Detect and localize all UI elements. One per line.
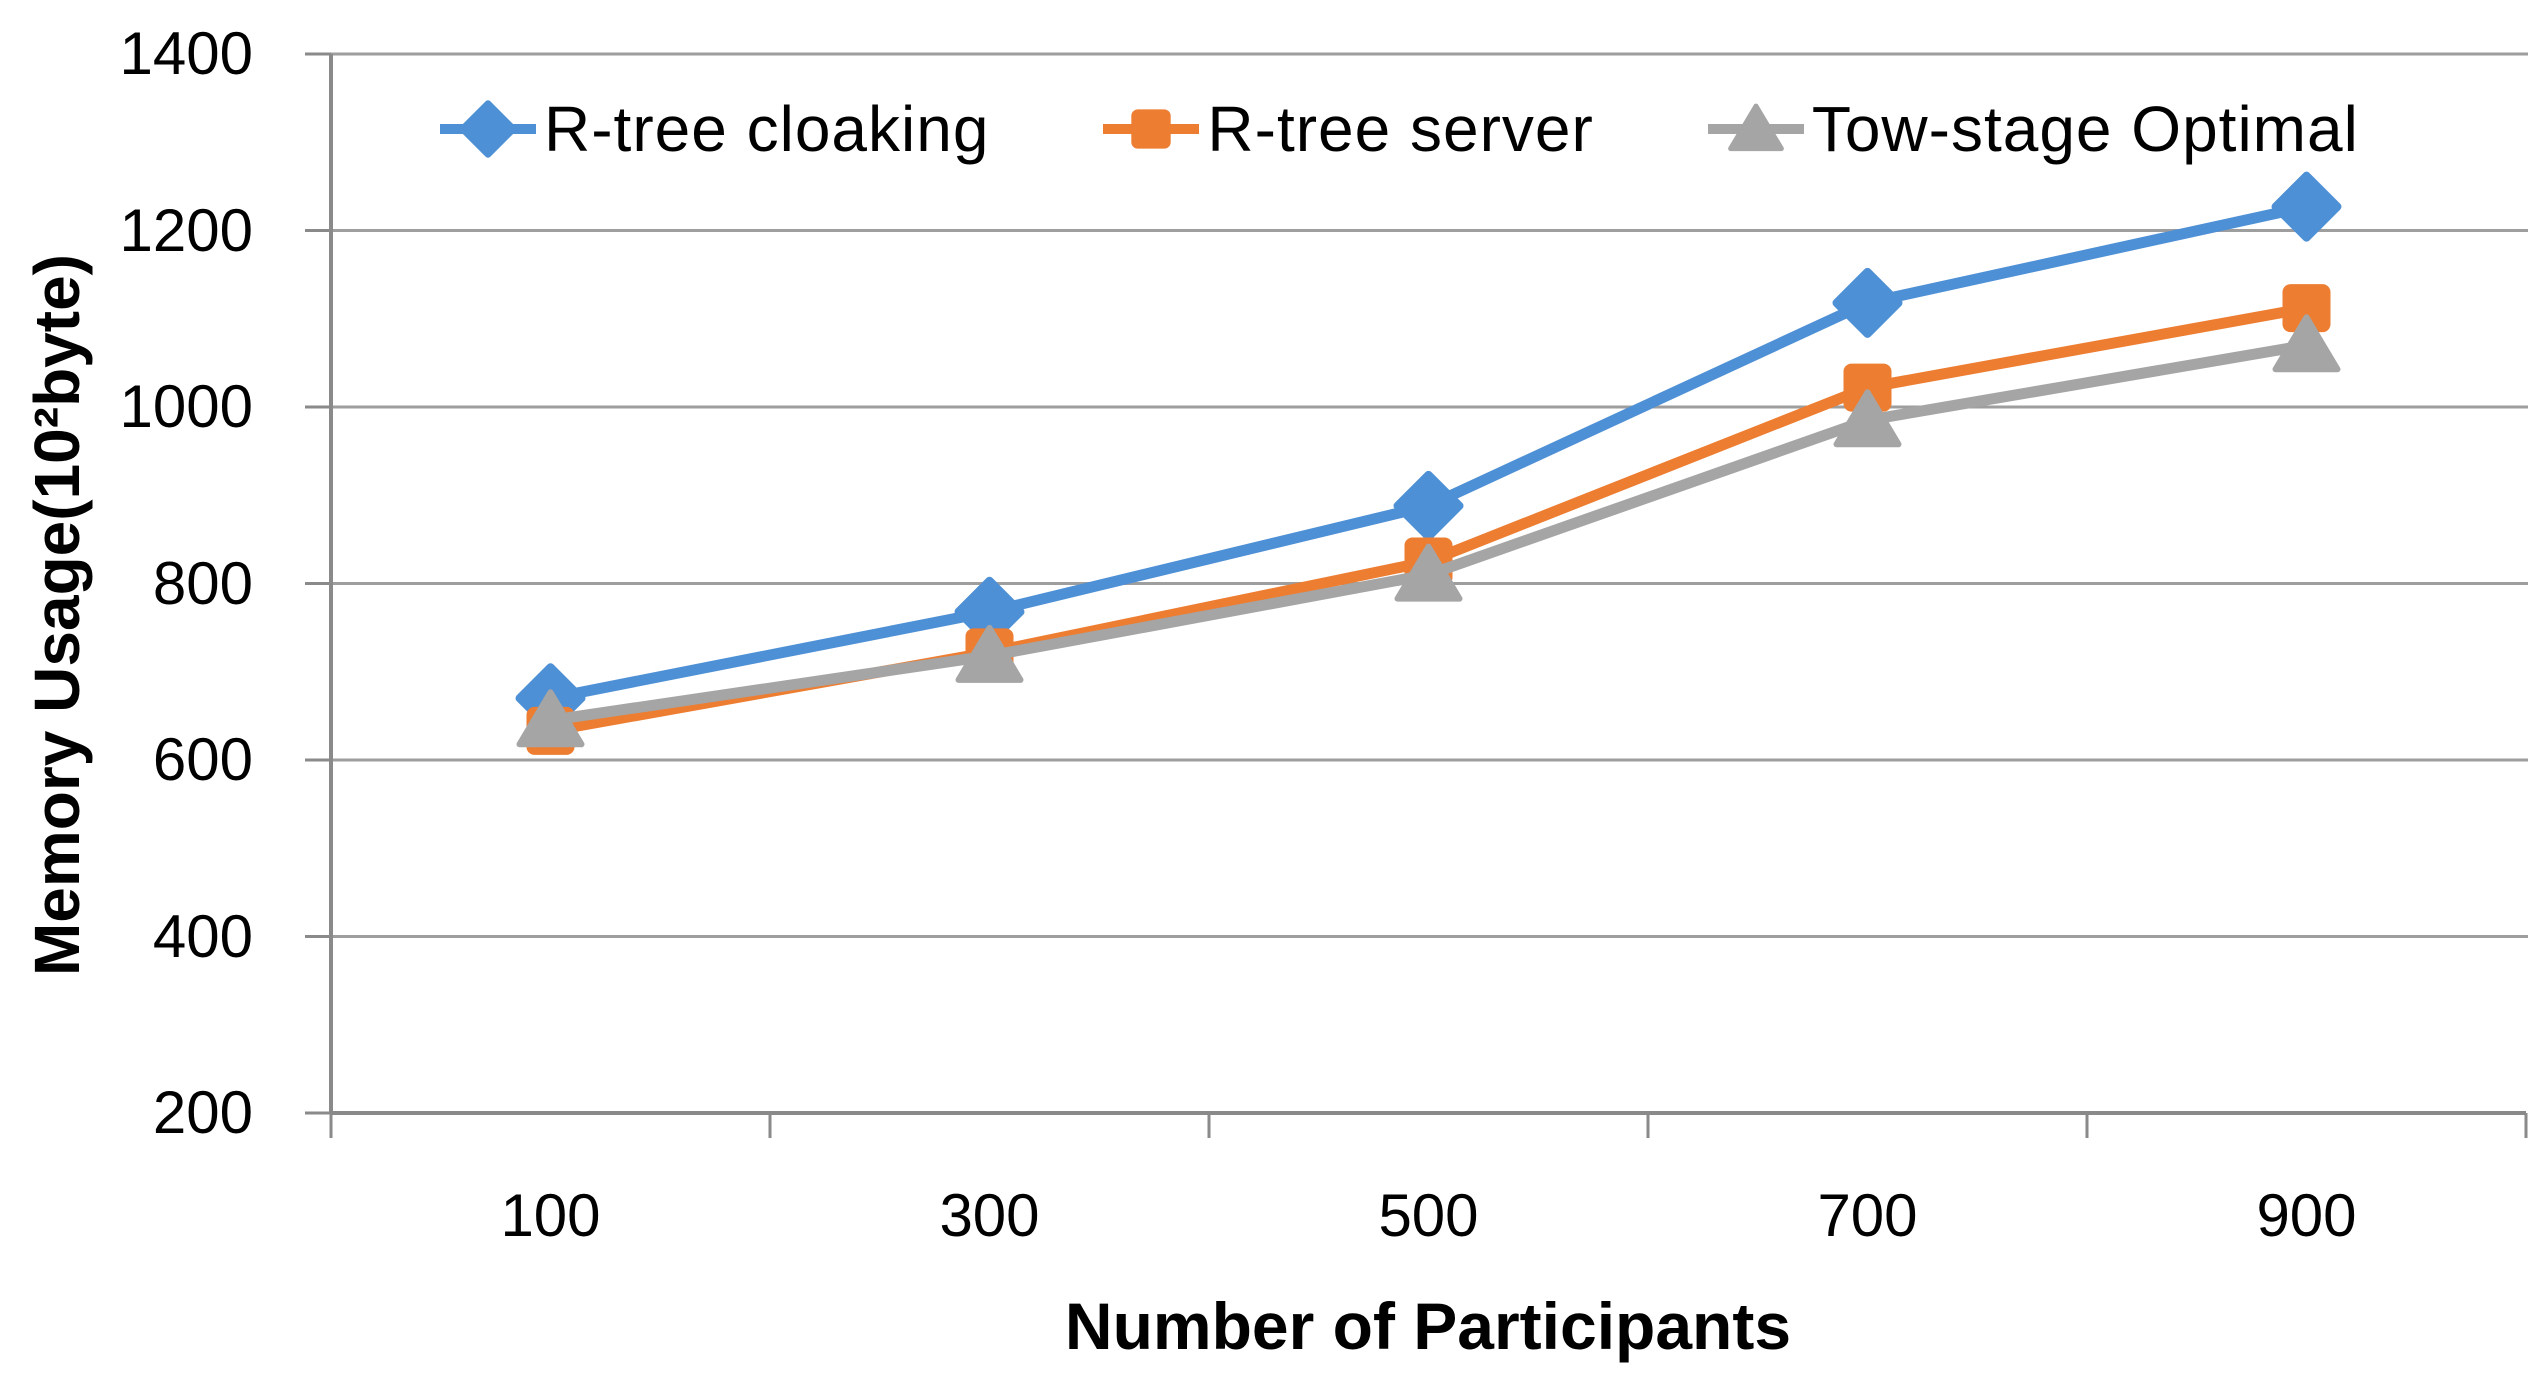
legend-item-rtree-server[interactable]: R-tree server (1101, 92, 1593, 166)
y-tick-label-1000: 1000 (119, 373, 253, 440)
x-tick-label-900: 900 (2256, 1182, 2357, 1249)
legend-label-rtree-server: R-tree server (1207, 93, 1594, 165)
data-point-diamond-x900[interactable] (2271, 171, 2342, 242)
data-point-square-x700[interactable] (1843, 363, 1892, 412)
x-tick-label-500: 500 (1378, 1182, 1479, 1249)
triangle-marker-icon (1707, 103, 1804, 152)
legend: R-tree cloaking R-tree server Tow-stage … (438, 92, 2359, 166)
data-point-square-x900[interactable] (2282, 284, 2331, 333)
legend-label-rtree-cloaking: R-tree cloaking (544, 93, 990, 165)
diamond-marker-icon (440, 100, 536, 158)
data-point-triangle-x500[interactable] (1394, 543, 1463, 602)
y-tick-label-1200: 1200 (119, 196, 253, 264)
data-point-triangle-x700[interactable] (1833, 389, 1902, 448)
legend-item-tow-stage-optimal[interactable]: Tow-stage Optimal (1706, 92, 2359, 166)
y-tick-label-200: 200 (152, 1079, 253, 1146)
y-tick-label-600: 600 (152, 726, 253, 793)
data-point-triangle-x100[interactable] (516, 689, 585, 748)
x-axis-title: Number of Participants (1064, 1289, 1792, 1363)
data-point-diamond-x700[interactable] (1832, 267, 1903, 338)
x-tick-label-300: 300 (939, 1182, 1040, 1249)
x-tick-label-100: 100 (500, 1182, 601, 1249)
data-point-triangle-x300[interactable] (955, 624, 1024, 683)
square-marker-icon (1103, 109, 1200, 149)
x-tick-label-700: 700 (1817, 1182, 1918, 1249)
y-tick-label-1400: 1400 (119, 20, 253, 87)
legend-label-tow-stage-optimal: Tow-stage Optimal (1811, 93, 2359, 165)
y-tick-label-400: 400 (152, 902, 253, 970)
data-point-triangle-x900[interactable] (2272, 314, 2341, 373)
series-line-0 (545, 201, 2312, 704)
y-tick-label-800: 800 (152, 549, 253, 617)
data-point-diamond-x500[interactable] (1393, 470, 1464, 541)
legend-item-rtree-cloaking[interactable]: R-tree cloaking (438, 92, 989, 166)
y-axis-title: Memory Usage(10²byte) (21, 254, 93, 976)
